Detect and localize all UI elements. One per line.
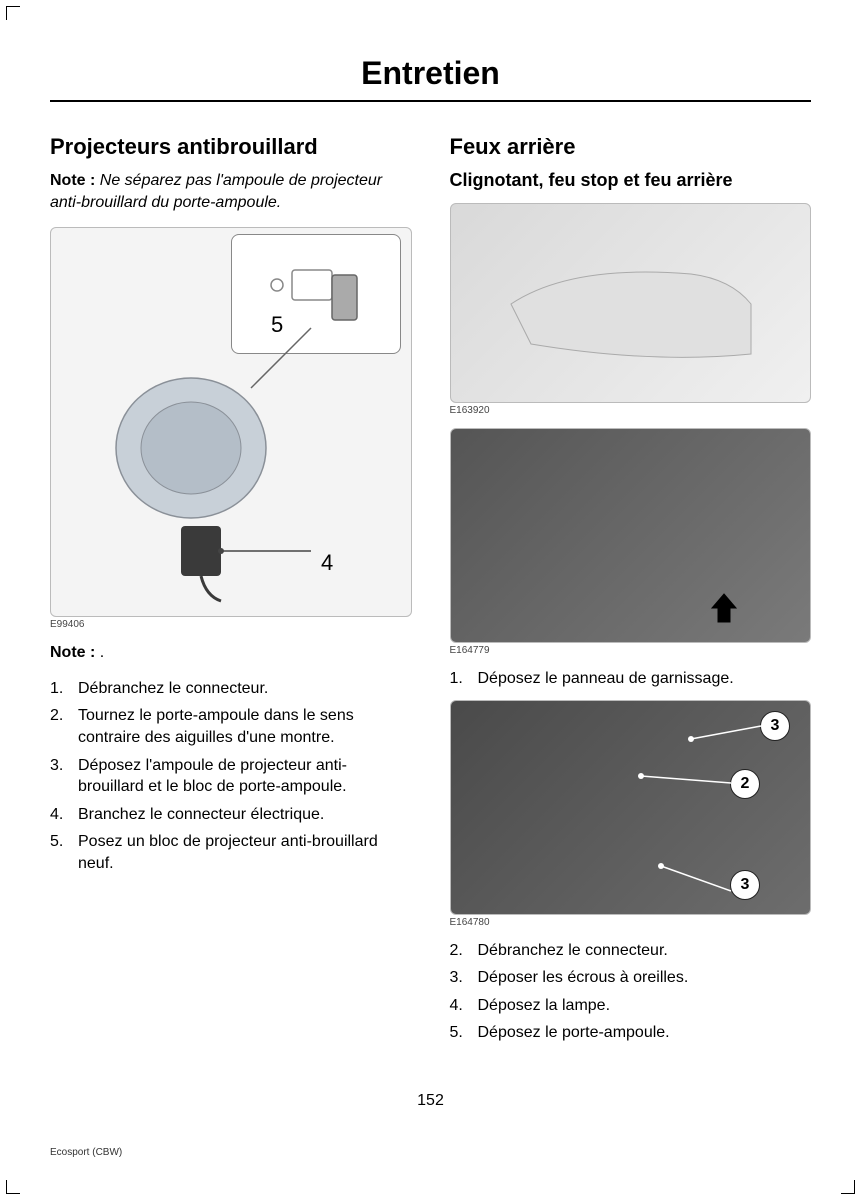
right-column: Feux arrière Clignotant, feu stop et feu… [450,134,812,1050]
note-label: Note : [50,172,95,189]
note-text: Ne séparez pas l'ampoule de projecteur a… [50,172,382,211]
callout-lines-icon [451,701,811,914]
figure-placeholder [450,203,812,403]
steps-list-right-1: Déposez le panneau de garnissage. [450,668,812,690]
steps-list-left: Débranchez le connecteur. Tournez le por… [50,678,412,875]
note-text: . [95,644,104,661]
list-item: Débranchez le connecteur. [50,678,412,700]
figure-placeholder [450,428,812,643]
footer-label: Ecosport (CBW) [50,1147,122,1158]
callout-4: 4 [321,550,333,576]
note-block: Note : Ne séparez pas l'ampoule de proje… [50,170,412,213]
figure-rear-3: 3 2 3 E164780 [450,700,812,928]
list-item: Déposer les écrous à oreilles. [450,967,812,989]
steps-list-right-2: Débranchez le connecteur. Déposer les éc… [450,940,812,1044]
content-columns: Projecteurs antibrouillard Note : Ne sép… [50,134,811,1050]
figure-placeholder: 5 4 [50,227,412,617]
step-text: Branchez le connecteur électrique. [78,804,324,826]
figure-id: E163920 [450,405,812,416]
step-text: Tournez le porte-ampoule dans le sens co… [78,705,412,748]
note-block-2: Note : . [50,642,412,664]
figure-placeholder: 3 2 3 [450,700,812,915]
left-column: Projecteurs antibrouillard Note : Ne sép… [50,134,412,1050]
step-text: Déposez la lampe. [478,995,611,1017]
subsection-heading: Clignotant, feu stop et feu arrière [450,170,812,191]
list-item: Déposez la lampe. [450,995,812,1017]
figure-rear-2: E164779 [450,428,812,656]
step-text: Déposer les écrous à oreilles. [478,967,689,989]
crop-mark [841,1180,855,1194]
page-number: 152 [0,1092,861,1110]
page: Entretien Projecteurs antibrouillard Not… [0,0,861,1070]
list-item: Déposez le panneau de garnissage. [450,668,812,690]
figure-id: E99406 [50,619,412,630]
step-text: Débranchez le connecteur. [478,940,668,962]
list-item: Branchez le connecteur électrique. [50,804,412,826]
list-item: Posez un bloc de projecteur anti-brouill… [50,831,412,874]
list-item: Déposez le porte-ampoule. [450,1022,812,1044]
section-heading-rear: Feux arrière [450,134,812,160]
section-heading-fog: Projecteurs antibrouillard [50,134,412,160]
list-item: Débranchez le connecteur. [450,940,812,962]
arrow-icon [708,592,740,624]
note-label: Note : [50,644,95,661]
figure-rear-1: E163920 [450,203,812,416]
step-text: Déposez le porte-ampoule. [478,1022,670,1044]
list-item: Déposez l'ampoule de projecteur anti-bro… [50,755,412,798]
list-item: Tournez le porte-ampoule dans le sens co… [50,705,412,748]
figure-fog-lamp: 5 4 E99406 [50,227,412,630]
crop-mark [6,6,20,20]
step-text: Posez un bloc de projecteur anti-brouill… [78,831,412,874]
taillight-icon [451,204,811,402]
figure-id: E164780 [450,917,812,928]
title-rule [50,100,811,102]
chapter-title: Entretien [50,55,811,92]
step-text: Déposez le panneau de garnissage. [478,668,734,690]
figure-id: E164779 [450,645,812,656]
step-text: Déposez l'ampoule de projecteur anti-bro… [78,755,412,798]
crop-mark [6,1180,20,1194]
step-text: Débranchez le connecteur. [78,678,268,700]
connector-icon [161,516,341,606]
